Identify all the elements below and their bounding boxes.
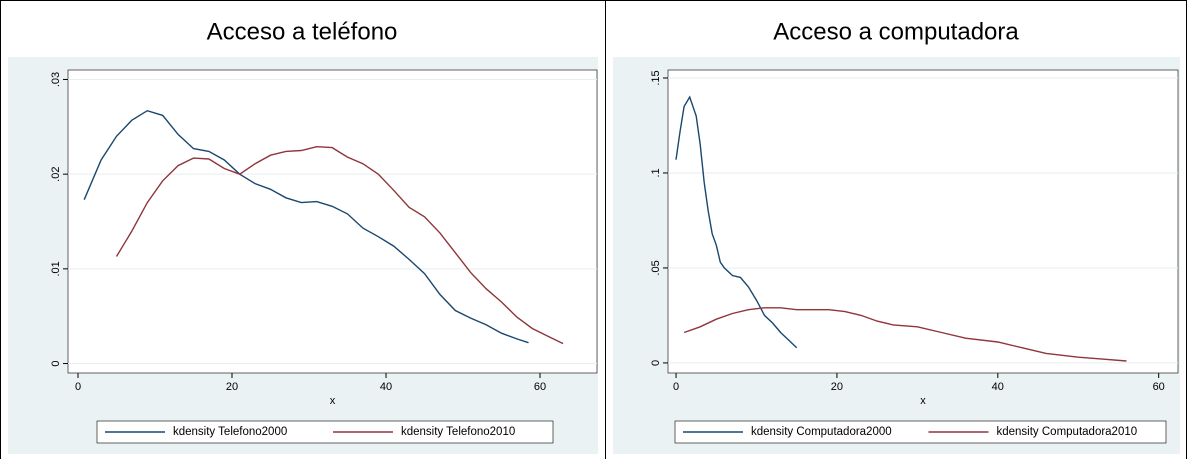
y-tick-label: .1	[650, 168, 662, 177]
y-tick-label: .02	[50, 167, 62, 182]
y-tick-label: .03	[50, 72, 62, 87]
plot-area	[67, 69, 598, 374]
x-tick-label: 0	[673, 381, 679, 393]
legend-label: kdensity Computadora2000	[751, 426, 892, 438]
y-tick-label: .15	[650, 70, 662, 85]
x-tick-label: 60	[1153, 381, 1165, 393]
legend-label: kdensity Telefono2000	[173, 426, 287, 438]
x-tick-label: 40	[992, 381, 1004, 393]
legend-box	[96, 420, 554, 444]
y-tick-label: .01	[50, 261, 62, 276]
series-line	[83, 109, 529, 344]
x-axis-label: x	[920, 395, 926, 407]
series-line	[675, 95, 798, 349]
y-tick-label: .05	[650, 260, 662, 275]
legend-label: kdensity Telefono2010	[401, 426, 515, 438]
x-tick-label: 40	[380, 381, 392, 393]
legend-label: kdensity Computadora2010	[997, 426, 1138, 438]
x-axis-label: x	[330, 395, 336, 407]
plot-area	[667, 69, 1179, 374]
series-line	[115, 145, 564, 345]
x-tick-label: 0	[75, 381, 81, 393]
y-tick-label: 0	[650, 360, 662, 366]
x-tick-label: 20	[831, 381, 843, 393]
x-tick-label: 20	[226, 381, 238, 393]
x-tick-label: 60	[534, 381, 546, 393]
chart-title: Acceso a teléfono	[207, 18, 398, 45]
y-tick-label: 0	[50, 360, 62, 366]
series-line	[683, 307, 1127, 362]
chart-title: Acceso a computadora	[773, 18, 1019, 45]
legend-box	[674, 420, 1167, 444]
